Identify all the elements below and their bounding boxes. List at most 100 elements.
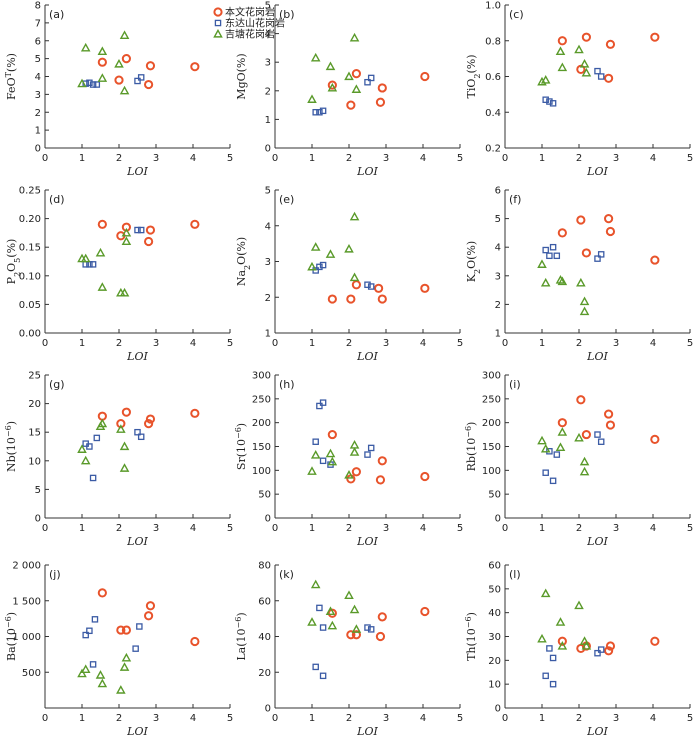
data-point-square xyxy=(319,624,327,631)
panel-label: (g) xyxy=(49,378,65,391)
y-tick-label: 1 000 xyxy=(12,632,41,643)
x-tick-label: 3 xyxy=(383,713,389,724)
data-point-square xyxy=(82,631,89,639)
x-tick-label: 5 xyxy=(227,338,233,349)
x-axis-label: LOI xyxy=(126,165,148,178)
data-point-triangle xyxy=(574,44,584,54)
data-point-square xyxy=(546,252,553,260)
data-point-square xyxy=(367,626,375,633)
x-axis-label: LOI xyxy=(586,165,608,178)
y-axis-label: P2O5(%) xyxy=(5,239,22,285)
data-point-triangle xyxy=(307,261,317,271)
data-point-triangle xyxy=(97,418,108,428)
data-point-square xyxy=(367,444,375,452)
y-tick-label: 0 xyxy=(495,514,501,525)
data-point-triangle xyxy=(537,76,547,86)
x-tick-label: 1 xyxy=(539,153,545,164)
data-point-square xyxy=(597,438,605,445)
x-tick-label: 3 xyxy=(383,153,389,164)
data-point-circle xyxy=(581,248,592,258)
x-tick-label: 4 xyxy=(420,153,426,164)
x-tick-label: 5 xyxy=(687,153,693,164)
x-axis-label: LOI xyxy=(356,350,378,363)
data-point-square xyxy=(542,246,549,254)
data-point-triangle xyxy=(97,678,108,688)
data-point-circle xyxy=(121,222,132,232)
data-point-triangle xyxy=(80,455,91,465)
panel-label: (f) xyxy=(509,193,521,206)
data-point-triangle xyxy=(327,82,338,92)
y-tick-label: 50 xyxy=(488,584,501,595)
y-tick-label: 6 xyxy=(35,36,41,47)
panel-label: (h) xyxy=(279,378,295,391)
data-point-circle xyxy=(351,280,361,290)
y-tick-label: 2 xyxy=(495,300,501,311)
x-tick-label: 3 xyxy=(153,713,159,724)
data-point-circle xyxy=(97,588,107,598)
y-tick-label: 2 xyxy=(265,293,271,304)
y-tick-label: 30 xyxy=(488,632,501,643)
legend-marker-square xyxy=(214,19,222,27)
y-tick-label: 0.05 xyxy=(19,300,41,311)
y-tick-label: 2 xyxy=(265,86,271,97)
x-tick-label: 5 xyxy=(687,523,693,534)
data-point-circle xyxy=(576,215,586,225)
data-point-circle xyxy=(420,283,430,293)
data-point-square xyxy=(549,243,557,251)
x-tick-label: 3 xyxy=(613,713,619,724)
x-tick-label: 2 xyxy=(346,713,352,724)
y-tick-label: 100 xyxy=(482,466,501,477)
data-point-triangle xyxy=(119,441,130,451)
data-point-triangle xyxy=(119,287,130,297)
data-point-circle xyxy=(327,80,337,90)
x-axis-label: LOI xyxy=(126,350,148,363)
data-point-triangle xyxy=(555,442,566,452)
data-point-square xyxy=(312,438,319,445)
data-point-circle xyxy=(377,612,387,622)
data-point-square xyxy=(319,261,327,269)
data-point-triangle xyxy=(349,272,360,282)
data-point-circle xyxy=(605,420,616,430)
data-point-triangle xyxy=(579,58,590,68)
data-point-square xyxy=(136,623,143,630)
data-point-triangle xyxy=(310,52,321,62)
data-point-square xyxy=(132,645,139,652)
data-point-circle xyxy=(605,39,616,49)
y-tick-label: 3 xyxy=(35,90,41,101)
data-point-triangle xyxy=(310,450,321,459)
data-point-square xyxy=(93,434,101,442)
x-tick-label: 5 xyxy=(457,713,463,724)
data-point-circle xyxy=(650,32,660,42)
data-point-triangle xyxy=(344,71,354,81)
data-point-triangle xyxy=(121,236,132,246)
y-axis-label: MgO(%) xyxy=(235,53,248,99)
legend-label: 吉塘花岗岩 xyxy=(225,28,275,41)
x-axis-label: LOI xyxy=(356,535,378,548)
chart-panel-a: 0 1 2 3 4 5 0 1 2 3 4 5 6 7 8 (a) LOI FeOT(%) xyxy=(4,1,234,179)
data-point-triangle xyxy=(581,67,592,77)
data-point-circle xyxy=(420,471,430,482)
data-point-triangle xyxy=(97,46,108,56)
y-tick-label: 300 xyxy=(482,371,501,382)
data-point-triangle xyxy=(349,604,360,614)
x-tick-label: 3 xyxy=(613,153,619,164)
data-point-square xyxy=(364,78,371,86)
x-tick-label: 5 xyxy=(457,523,463,534)
x-tick-label: 1 xyxy=(309,713,315,724)
data-point-circle xyxy=(420,606,430,617)
data-point-circle xyxy=(327,429,337,440)
x-tick-label: 1 xyxy=(79,338,85,349)
data-point-triangle xyxy=(540,588,551,598)
data-point-circle xyxy=(144,419,154,429)
data-point-square xyxy=(91,616,99,623)
data-point-square xyxy=(86,443,93,450)
chart-panel-k: 0 1 2 3 4 5 0 20 40 60 80 (k) LOI La(10−6) xyxy=(234,561,464,739)
data-point-triangle xyxy=(579,466,590,476)
panel-label: (i) xyxy=(509,378,521,391)
data-point-triangle xyxy=(97,73,108,82)
data-point-triangle xyxy=(540,75,551,84)
y-tick-label: 50 xyxy=(258,490,271,501)
x-tick-label: 4 xyxy=(650,713,656,724)
